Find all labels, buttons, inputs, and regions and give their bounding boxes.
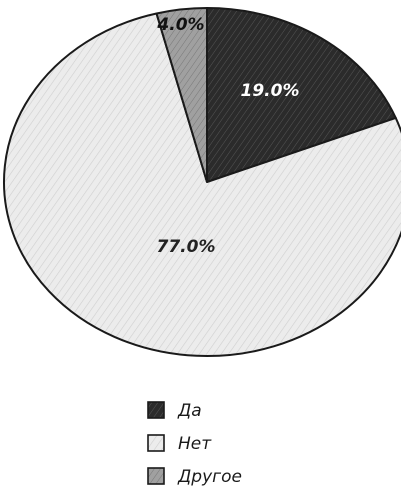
legend-swatch-1 — [147, 401, 165, 419]
legend: Да Нет Другое — [147, 401, 242, 487]
legend-swatch-3 — [147, 467, 165, 485]
pie-slice-3 — [155, 7, 208, 183]
legend-label-3: Другое — [177, 467, 242, 487]
slice-label-2: 77.0% — [157, 237, 216, 257]
legend-label-1: Да — [177, 401, 202, 421]
slice-label-1: 19.0% — [241, 81, 300, 101]
pie-labels: 19.0% 77.0% 4.0% — [156, 15, 299, 257]
legend-label-2: Нет — [178, 434, 212, 454]
slice-label-3: 4.0% — [156, 15, 204, 35]
pie-slice-1 — [206, 7, 397, 183]
legend-swatch-2 — [147, 434, 165, 452]
pie-slices — [3, 7, 401, 357]
pie-slice-2 — [3, 12, 401, 357]
